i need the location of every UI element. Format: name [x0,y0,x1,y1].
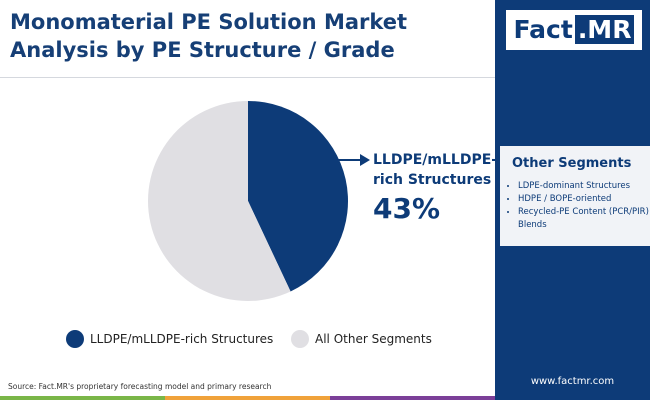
legend-swatch [66,330,84,348]
data-label: 43% [373,192,441,225]
segments-box [500,146,650,246]
logo-text: .MR [574,15,635,44]
source: Source: Fact.MR's proprietary forecastin… [8,382,272,391]
callout-label: LLDPE/mLLDPE-rich Structures [373,152,498,188]
legend-item: LLDPE/mLLDPE-rich Structures [66,330,273,348]
callout-arrowhead [360,154,370,166]
strip [0,396,165,400]
strip [165,396,330,400]
legend-label: All Other Segments [315,332,432,346]
segments-list: LDPE-dominant Structures HDPE / BOPE-ori… [502,180,650,232]
pie-slice [147,101,291,301]
pie-slice [248,101,348,292]
website: www.factmr.com [530,376,615,387]
separator [0,77,495,78]
segment-item: LDPE-dominant Structures [518,180,650,193]
logo-text: Fact [513,15,573,44]
segment-item: Recycled-PE Content (PCR/PIR) Blends [518,206,650,232]
chart [0,101,495,400]
strip [330,396,495,400]
segments-title: Other Segments [512,156,632,171]
legend-item: All Other Segments [291,330,432,348]
legend-label: LLDPE/mLLDPE-rich Structures [90,332,274,346]
segment-item: HDPE / BOPE-oriented [518,193,650,206]
logo: Fact .MR [506,10,642,50]
legend-swatch [291,330,309,348]
pie [147,101,348,301]
chart-title: Monomaterial PE Solution Market Analysis… [10,10,408,62]
